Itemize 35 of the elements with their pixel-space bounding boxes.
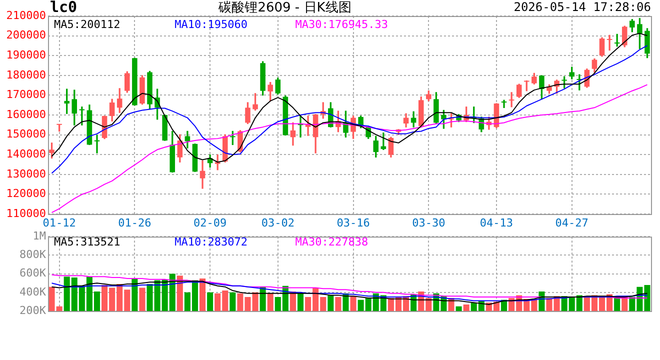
y-tick-label: 400K [20, 285, 46, 298]
candlestick [606, 34, 612, 51]
y-tick-label: 200000 [6, 28, 46, 42]
text: MA10:283072 [174, 235, 248, 248]
candlestick [94, 134, 100, 154]
text: MA10:195060 [174, 18, 248, 31]
y-tick-label: 210000 [6, 8, 46, 22]
text: MA30:176945.33 [295, 18, 388, 31]
x-tick-label: 03-30 [412, 216, 446, 230]
y-tick-label: 170000 [6, 88, 46, 102]
x-tick-label: 01-26 [118, 216, 152, 230]
text: lc0 [50, 0, 78, 16]
text: MA30:227838 [295, 235, 368, 248]
y-tick-label: 120000 [6, 187, 46, 200]
y-tick-label: 140000 [6, 147, 46, 160]
y-tick-label: 180000 [6, 68, 46, 82]
x-tick-label: 04-13 [480, 216, 514, 230]
x-tick-label: 04-27 [555, 216, 588, 230]
y-tick-label: 190000 [6, 48, 46, 62]
y-tick-label: 600K [20, 266, 46, 280]
y-tick-label: 800K [20, 248, 46, 262]
y-tick-label: 130000 [6, 167, 46, 180]
y-tick-label: 200K [20, 304, 46, 317]
candlestick [508, 92, 514, 108]
chart-title: 碳酸锂2609 - 日K线图 [218, 0, 352, 16]
y-tick-label: 1M [32, 229, 46, 242]
x-tick-label: 03-16 [336, 216, 370, 230]
y-tick-label: 150000 [6, 128, 46, 141]
x-tick-label: 02-09 [193, 216, 227, 230]
text: MA5:313521 [54, 235, 120, 248]
candlestick [501, 100, 507, 108]
x-tick-label: 03-02 [261, 216, 294, 230]
y-tick-label: 160000 [6, 108, 46, 121]
text: 2026-05-14 17:28:06 [514, 0, 651, 14]
text: MA5:200112 [54, 18, 120, 31]
